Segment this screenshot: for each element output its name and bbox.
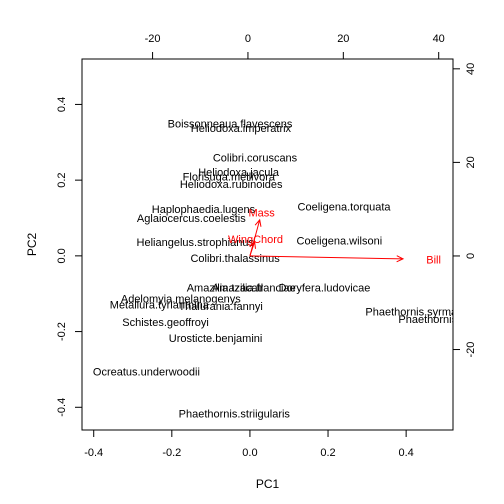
sample-label: Aglaiocercus.coelestis [137,213,246,225]
secondary-y-tick-label: -20 [465,342,477,358]
sample-label: Heliangelus.strophianus [137,237,255,249]
variable-arrow [249,241,256,257]
sample-label: Phaethornis.guy [398,314,478,326]
y-tick-label: -0.4 [56,398,68,417]
sample-label: Urosticte.benjamini [169,333,263,345]
y-axis: -0.4 -0.2 0.0 0.2 0.4 [56,97,83,417]
y-axis-title: PC2 [25,233,39,257]
sample-label: Coeligena.torquata [298,202,392,214]
sample-label: Schistes.geoffroyi [122,317,209,329]
sample-label: Ocreatus.underwoodii [93,367,200,379]
y-tick-label: 0.4 [56,97,68,112]
sample-label: Phaethornis.striigularis [179,408,291,420]
secondary-y-tick-label: 0 [465,253,477,259]
sample-label: Heliodoxa.rubinoides [180,179,283,191]
sample-label: Amazilia.franciae [212,282,296,294]
secondary-x-tick-label: -20 [145,33,161,45]
variable-arrowhead [254,218,262,227]
sample-label: Heliodoxa.jacula [198,167,280,179]
sample-label: Haplophaedia.lugens [152,204,256,216]
x-axis-title: PC1 [256,477,280,491]
x-tick-label: -0.2 [162,447,181,459]
y-tick-label: -0.2 [56,322,68,341]
variable-label: Bill [426,254,441,266]
secondary-x-axis: -20 0 20 40 [145,33,445,60]
secondary-y-tick-label: 40 [465,63,477,75]
y-tick-label: 0.0 [56,248,68,263]
sample-label: Thalurania.fannyi [178,301,262,313]
secondary-x-tick-label: 0 [245,33,251,45]
x-axis: -0.4 -0.2 0.0 0.2 0.4 [84,429,414,459]
sample-label: Colibri.thalassinus [190,253,280,265]
x-tick-label: 0.4 [398,447,413,459]
x-tick-label: 0.2 [320,447,335,459]
sample-labels: Boissonneaua.flavescensHeliodoxa.imperat… [93,118,500,420]
sample-label: Coeligena.wilsoni [297,236,383,248]
sample-label: Amazilia.tzacatl [187,282,263,294]
sample-label: Colibri.coruscans [213,152,298,164]
secondary-x-tick-label: 40 [433,33,445,45]
variable-arrowhead [396,255,405,263]
variable-label: WingChord [228,234,283,246]
sample-label: Boissonneaua.flavescens [168,118,293,130]
variable-arrowhead [249,240,256,249]
secondary-y-axis: -20 0 20 40 [452,63,477,358]
sample-label: Heliodoxa.imperatrix [191,123,292,135]
x-tick-label: -0.4 [84,447,103,459]
variable-arrow [249,255,404,260]
sample-label: Adelomyia.melanogenys [121,294,241,306]
x-tick-label: 0.0 [242,447,257,459]
y-tick-label: 0.2 [56,172,68,187]
secondary-y-tick-label: 20 [465,156,477,168]
sample-label: Metallura.tyrianthina [110,299,210,311]
sample-label: Florisuga.mellivora [183,171,276,183]
sample-label: Phaethornis.syrmatophorus [365,307,500,319]
variable-label: Mass [249,208,276,220]
variable-arrows: Mass WingChord Bill [228,208,441,267]
sample-label: Doryfera.ludovicae [279,282,371,294]
secondary-x-tick-label: 20 [337,33,349,45]
